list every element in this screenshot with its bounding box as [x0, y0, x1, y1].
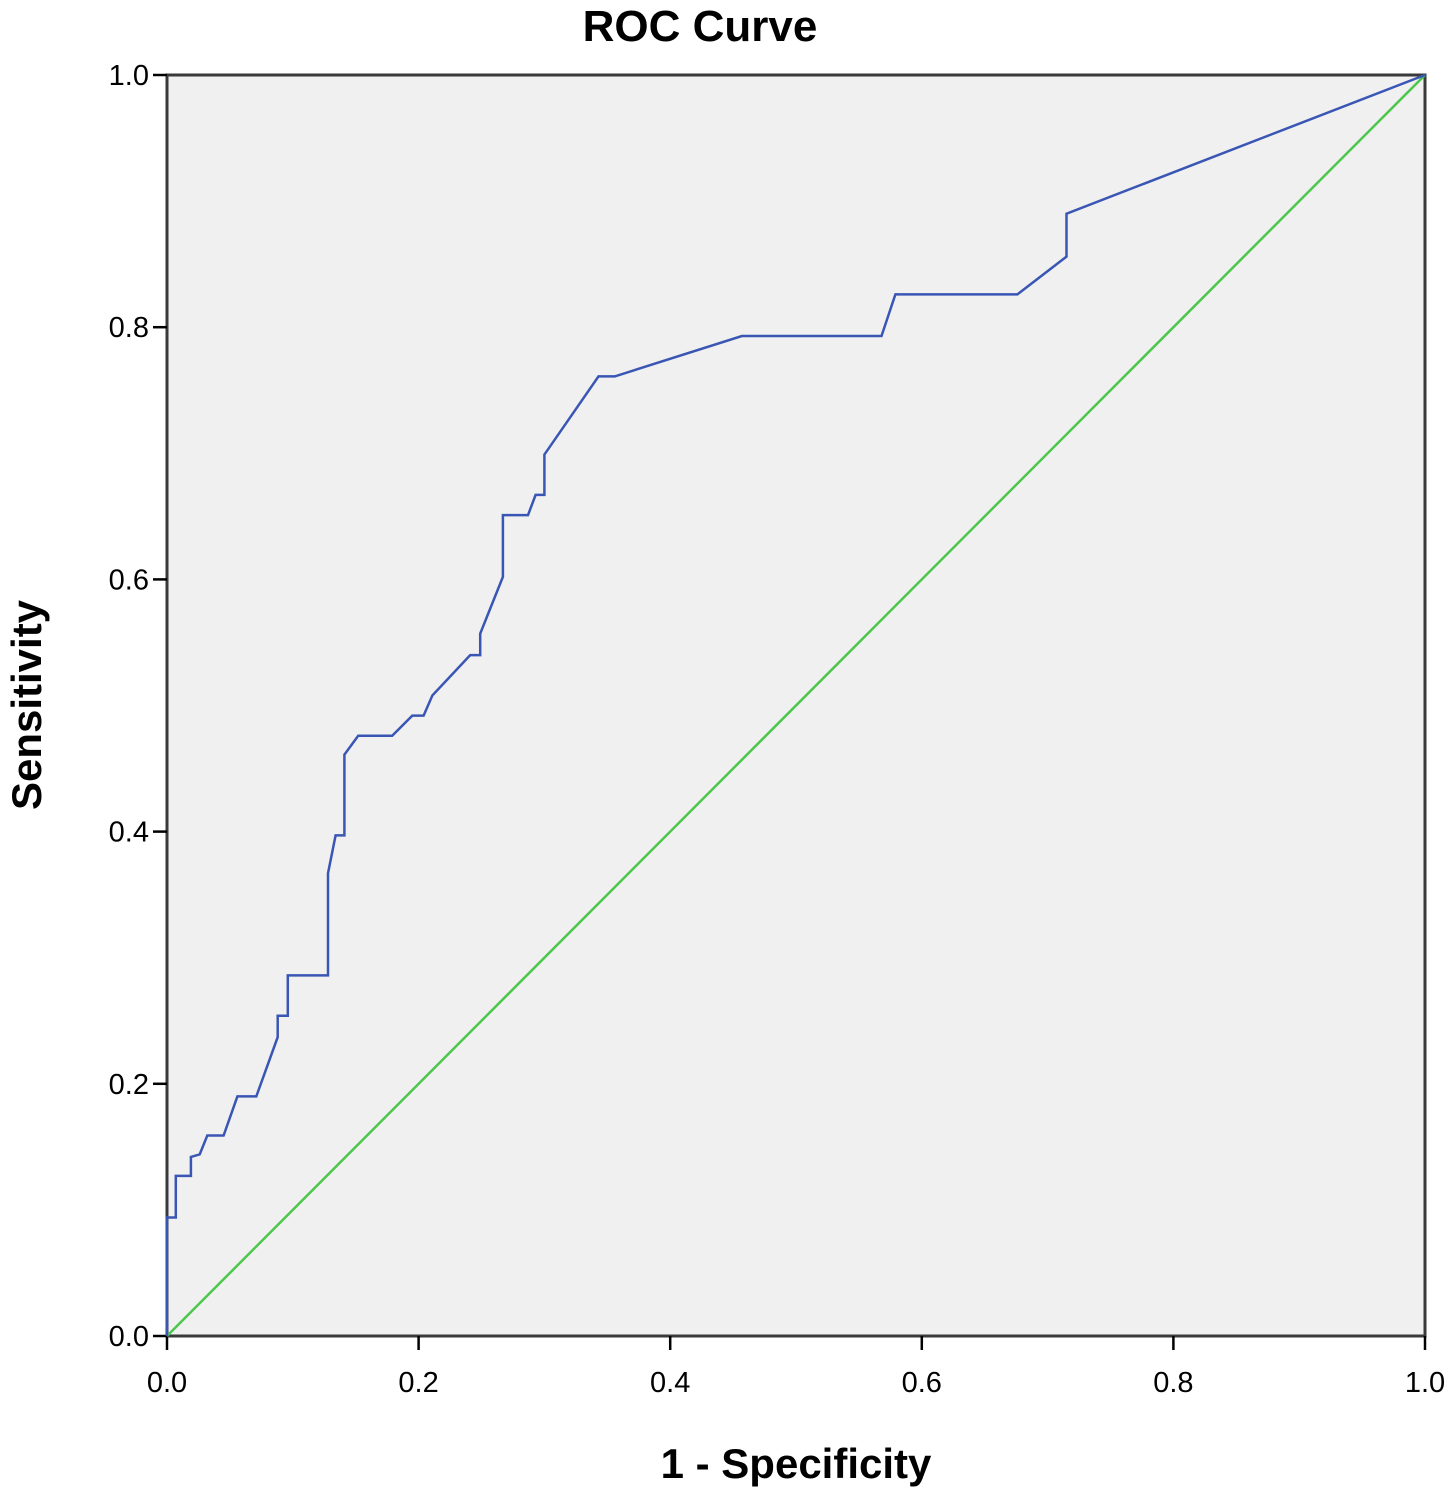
x-axis-ticks: 0.0 0.2 0.4 0.6 0.8 1.0 — [147, 1336, 1445, 1399]
y-tick-label: 0.2 — [109, 1069, 149, 1101]
x-tick-label: 0.2 — [398, 1367, 438, 1399]
x-tick-label: 0.6 — [902, 1367, 942, 1399]
y-tick-label: 0.6 — [109, 564, 149, 596]
x-tick-label: 0.0 — [147, 1367, 187, 1399]
x-tick-label: 0.4 — [650, 1367, 690, 1399]
y-tick-label: 0.0 — [109, 1321, 149, 1353]
x-axis-label: 1 - Specificity — [660, 1440, 932, 1487]
y-tick-label: 0.4 — [109, 817, 149, 849]
chart-title: ROC Curve — [582, 2, 818, 51]
y-tick-label: 0.8 — [109, 312, 149, 344]
y-tick-label: 1.0 — [109, 60, 149, 92]
y-axis-ticks: 0.0 0.2 0.4 0.6 0.8 1.0 — [109, 60, 167, 1353]
reference-line — [166, 74, 1426, 1337]
roc-curve-line — [165, 73, 1426, 1336]
x-tick-label: 0.8 — [1153, 1367, 1193, 1399]
x-tick-label: 1.0 — [1405, 1367, 1445, 1399]
